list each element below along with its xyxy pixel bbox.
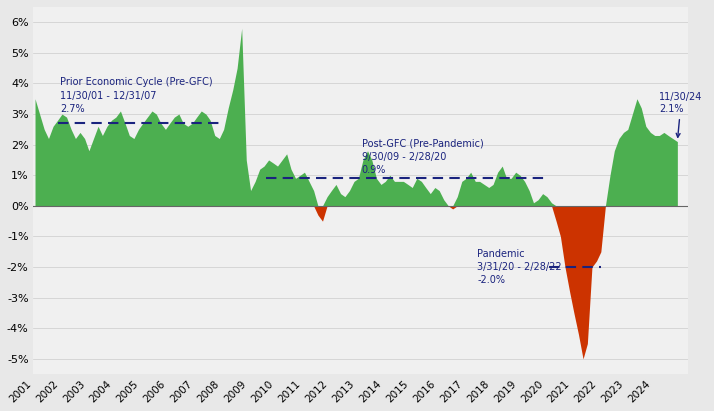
Text: Pandemic
3/31/20 - 2/28/22
-2.0%: Pandemic 3/31/20 - 2/28/22 -2.0% (478, 249, 562, 285)
Text: Prior Economic Cycle (Pre-GFC)
11/30/01 - 12/31/07
2.7%: Prior Economic Cycle (Pre-GFC) 11/30/01 … (60, 77, 213, 114)
Text: 11/30/24
2.1%: 11/30/24 2.1% (659, 92, 703, 137)
Text: Post-GFC (Pre-Pandemic)
9/30/09 - 2/28/20
0.9%: Post-GFC (Pre-Pandemic) 9/30/09 - 2/28/2… (361, 139, 483, 175)
